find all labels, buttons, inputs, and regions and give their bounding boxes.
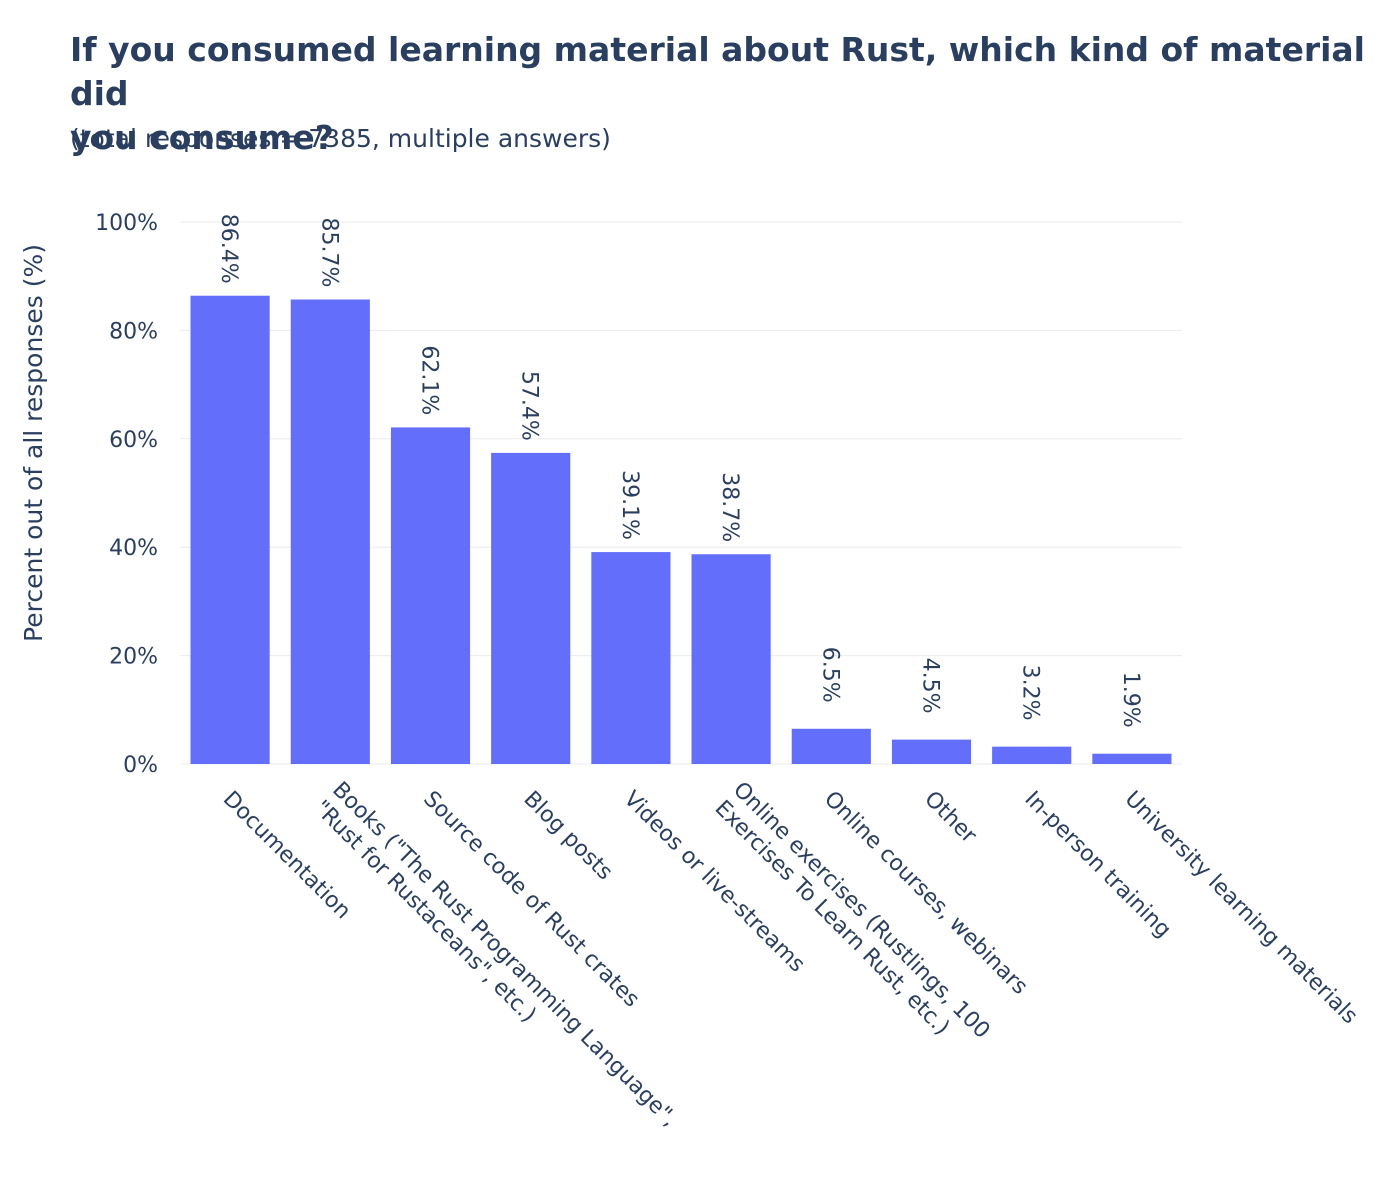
y-tick-label: 100% bbox=[95, 211, 158, 236]
bar bbox=[290, 299, 370, 764]
y-axis-ticks: 0% 20% 40% 60% 80% 100% bbox=[95, 211, 158, 778]
bar bbox=[992, 746, 1072, 764]
bar-value-label: 39.1% bbox=[617, 470, 642, 540]
bar bbox=[791, 728, 871, 764]
bar-value-label: 86.4% bbox=[216, 214, 241, 284]
bar-value-label: 85.7% bbox=[316, 218, 341, 288]
bar bbox=[591, 552, 671, 764]
y-tick-label: 40% bbox=[109, 536, 158, 561]
y-tick-label: 0% bbox=[123, 753, 158, 778]
bar-value-label: 6.5% bbox=[817, 647, 842, 703]
x-tick-label-line: Blog posts bbox=[518, 787, 617, 886]
bar-value-label: 38.7% bbox=[717, 472, 742, 542]
bar-value-label: 1.9% bbox=[1118, 672, 1143, 728]
bar-value-label: 57.4% bbox=[517, 371, 542, 441]
chart-title: If you consumed learning material about … bbox=[70, 30, 1365, 157]
y-tick-label: 80% bbox=[109, 319, 158, 344]
chart-subtitle: (total responses = 7385, multiple answer… bbox=[70, 124, 611, 153]
x-tick-label: Blog posts bbox=[518, 787, 617, 886]
bar bbox=[1092, 753, 1172, 764]
bar-value-label: 3.2% bbox=[1018, 665, 1043, 721]
bar bbox=[190, 295, 270, 764]
x-tick-label-line: Other bbox=[919, 787, 982, 850]
x-tick-label: Other bbox=[919, 787, 982, 850]
bar-value-label: 4.5% bbox=[918, 658, 943, 714]
y-axis-title: Percent out of all responses (%) bbox=[19, 244, 48, 642]
bar bbox=[390, 427, 471, 764]
bars bbox=[190, 295, 1172, 764]
bar bbox=[691, 554, 771, 764]
bar-value-label: 62.1% bbox=[417, 345, 442, 415]
x-tick-label: Books ("The Rust Programming Language","… bbox=[309, 777, 682, 1150]
bar-value-labels: 86.4% 85.7% 62.1% 57.4% 39.1% 38.7% 6.5% 4.5% 3.… bbox=[216, 214, 1143, 728]
y-tick-label: 20% bbox=[109, 645, 158, 670]
y-tick-label: 60% bbox=[109, 428, 158, 453]
x-tick-label-line: Books ("The Rust Programming Language", bbox=[327, 777, 681, 1131]
bar bbox=[491, 452, 571, 764]
bar bbox=[891, 739, 972, 764]
